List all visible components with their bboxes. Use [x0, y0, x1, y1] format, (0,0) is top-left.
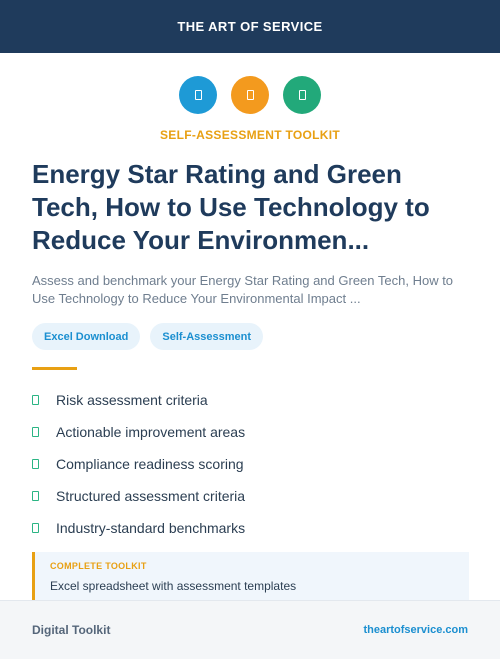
document-icon — [179, 76, 217, 114]
feature-list: Risk assessment criteria Actionable impr… — [32, 384, 245, 544]
tag-excel-download[interactable]: Excel Download — [32, 323, 141, 350]
document-icon-glyph — [194, 90, 202, 100]
check-icon — [32, 523, 39, 533]
page-title: Energy Star Rating and Green Tech, How t… — [32, 159, 430, 255]
feature-item: Industry-standard benchmarks — [32, 512, 245, 544]
check-icon — [32, 459, 39, 469]
toolkit-callout: COMPLETE TOOLKIT Excel spreadsheet with … — [32, 552, 469, 602]
kicker-label: SELF-ASSESSMENT TOOLKIT — [159, 128, 341, 142]
feature-item: Structured assessment criteria — [32, 480, 245, 512]
check-icon — [32, 395, 39, 405]
feature-label: Industry-standard benchmarks — [56, 520, 246, 536]
feature-item: Compliance readiness scoring — [32, 448, 245, 480]
check-icon — [32, 491, 39, 501]
check-icon — [32, 427, 39, 437]
callout-heading: COMPLETE TOOLKIT — [50, 561, 147, 571]
feature-item: Actionable improvement areas — [32, 416, 245, 448]
document-icon-glyph — [298, 90, 306, 100]
callout-text: Excel spreadsheet with assessment templa… — [50, 579, 297, 593]
document-icon — [283, 76, 321, 114]
page-subtitle: Assess and benchmark your Energy Star Ra… — [32, 273, 454, 306]
footer-link[interactable]: theartofservice.com — [363, 624, 468, 636]
footer-label: Digital Toolkit — [32, 623, 111, 637]
document-icon-glyph — [246, 90, 254, 100]
footer-bar: Digital Toolkit theartofservice.com — [0, 600, 500, 659]
feature-label: Structured assessment criteria — [56, 488, 246, 504]
brand-name: THE ART OF SERVICE — [177, 19, 323, 34]
icon-row — [0, 76, 500, 114]
tag-list: Excel Download Self-Assessment — [32, 323, 264, 350]
feature-label: Risk assessment criteria — [56, 392, 208, 408]
document-icon — [231, 76, 269, 114]
tag-self-assessment[interactable]: Self-Assessment — [150, 323, 264, 350]
accent-divider — [32, 367, 77, 370]
feature-label: Actionable improvement areas — [56, 424, 246, 440]
header-bar: THE ART OF SERVICE — [0, 0, 500, 53]
feature-label: Compliance readiness scoring — [56, 456, 244, 472]
feature-item: Risk assessment criteria — [32, 384, 245, 416]
